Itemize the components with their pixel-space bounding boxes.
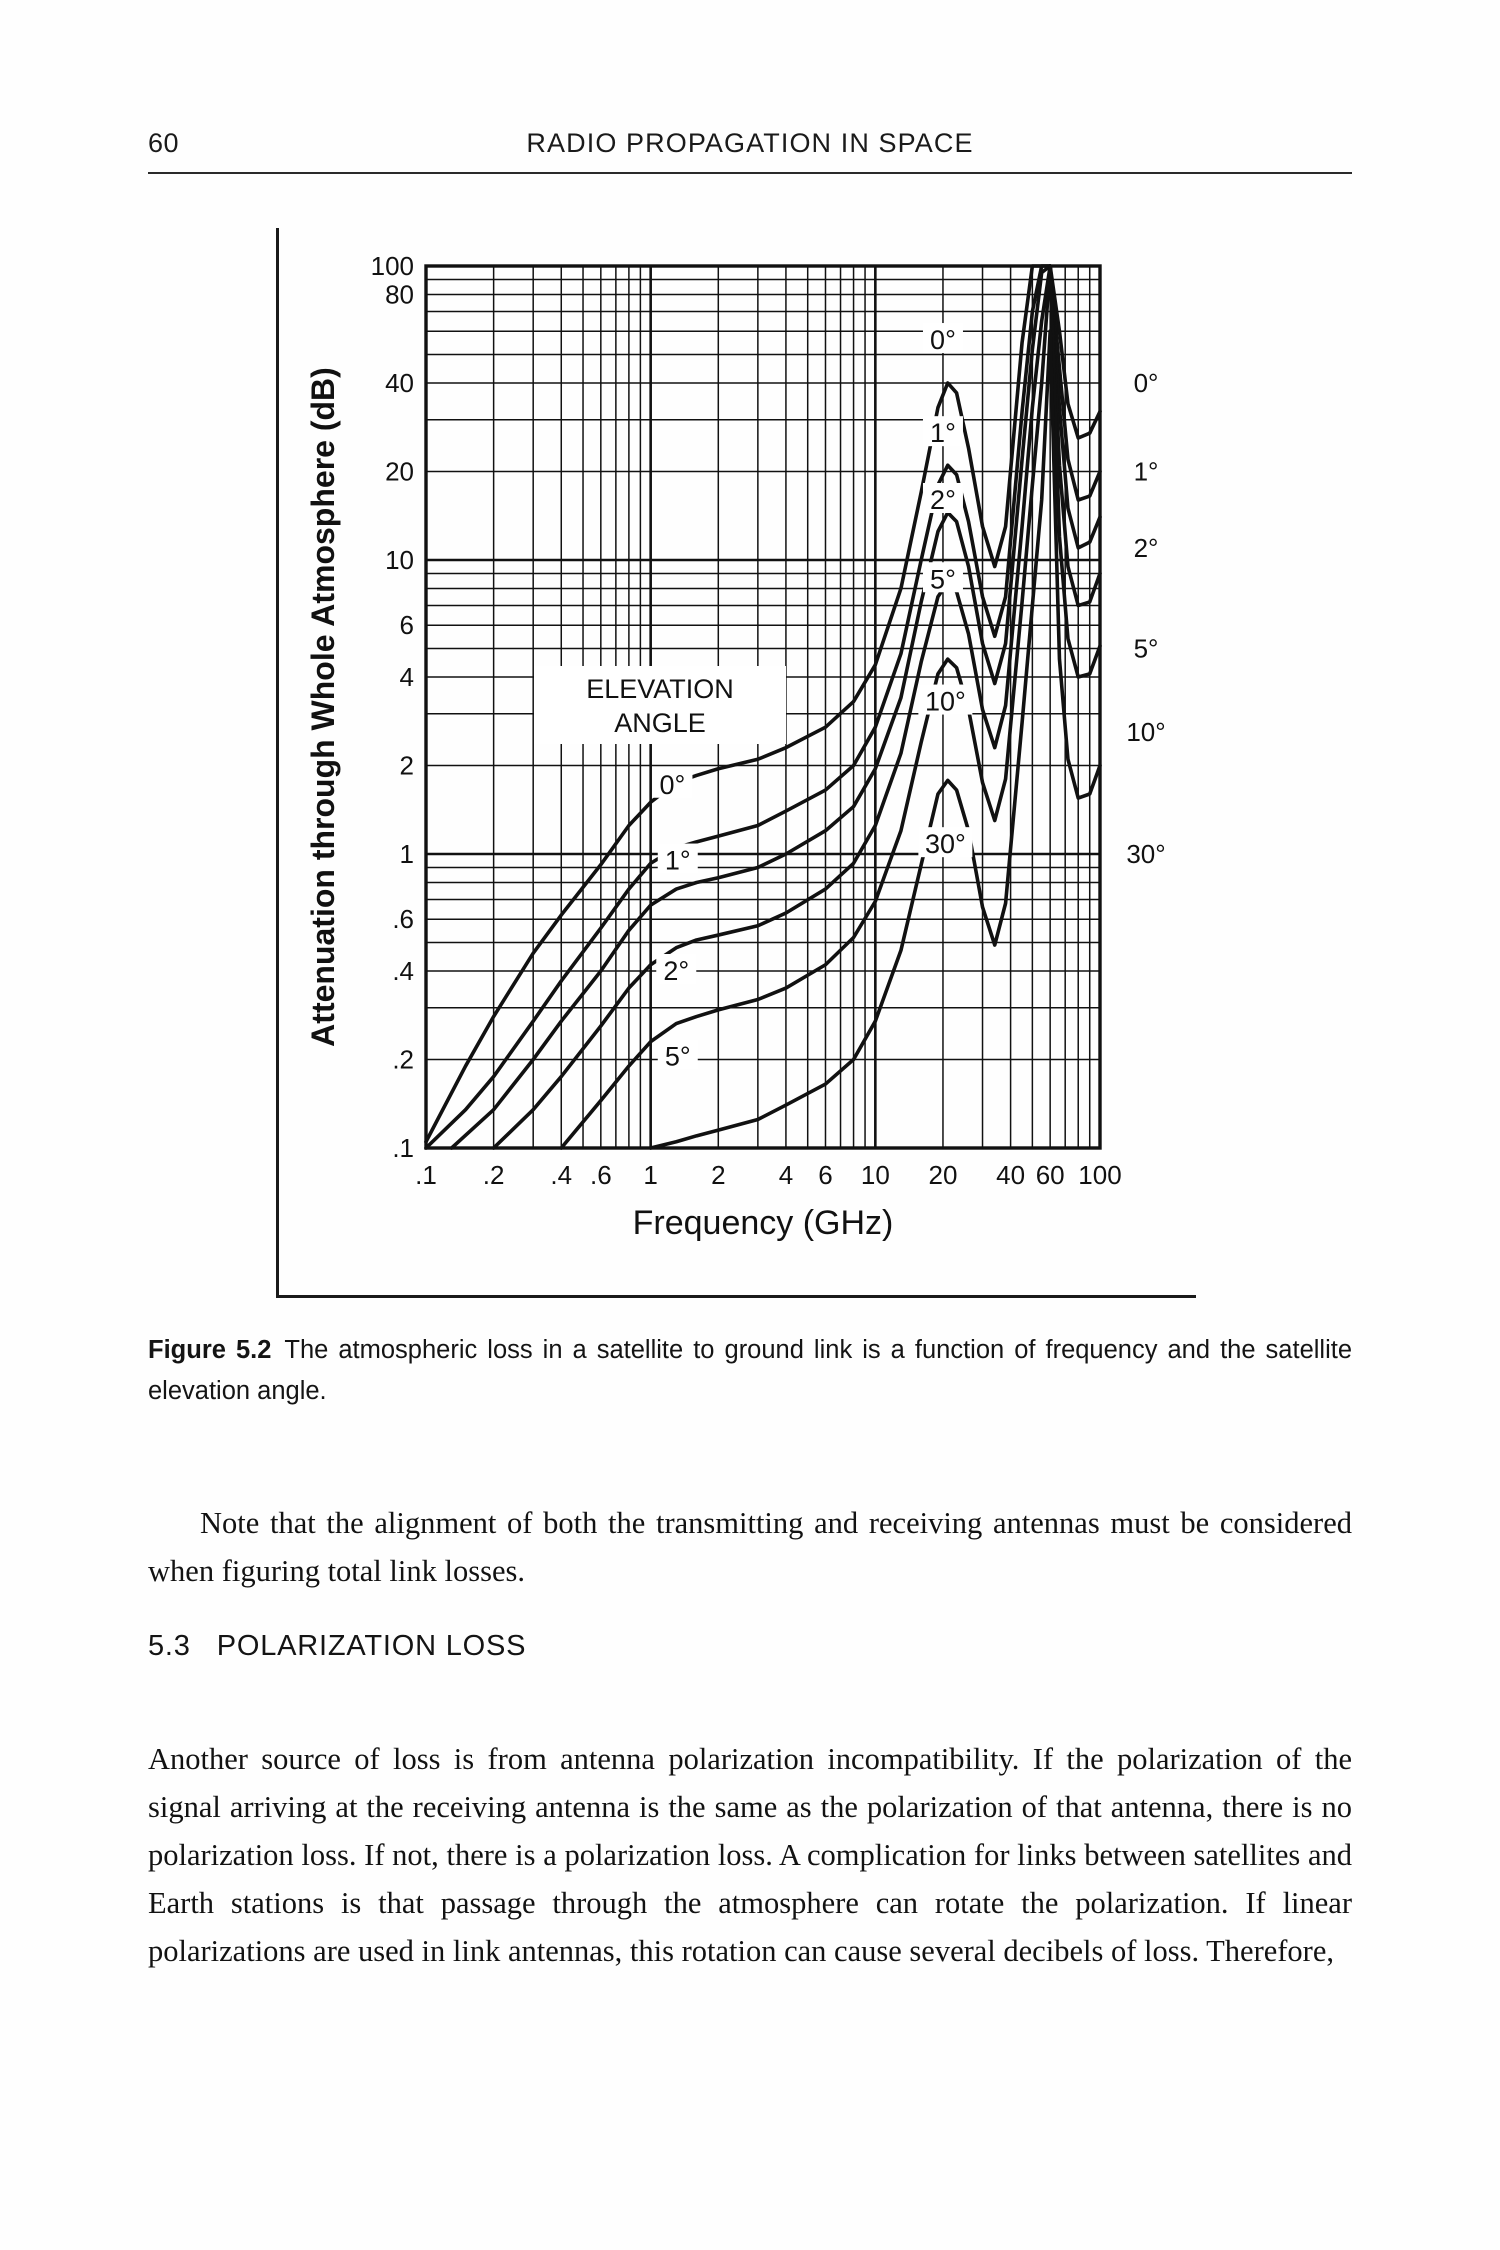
x-tick-label: 60 — [1036, 1160, 1065, 1190]
y-tick-label: 100 — [371, 251, 414, 281]
curve-label-low-5deg-halo — [657, 1039, 698, 1070]
right-axis-label: 2° — [1134, 533, 1159, 563]
curve-label-low-2deg: 2° — [663, 956, 689, 986]
curve-label-peak-1deg: 1° — [930, 418, 956, 448]
curve-label-low-0deg-halo — [652, 767, 693, 798]
curve-label-low-2deg-halo — [656, 953, 697, 984]
x-tick-label: 20 — [929, 1160, 958, 1190]
elevation-angle-label-line2: ANGLE — [614, 708, 706, 738]
plot-frame — [424, 264, 1102, 1150]
x-tick-label: 40 — [996, 1160, 1025, 1190]
y-tick-label: 4 — [400, 662, 414, 692]
paragraph-polarization: Another source of loss is from antenna p… — [148, 1741, 1352, 1968]
section-number: 5.3 — [148, 1630, 191, 1662]
x-tick-label: 100 — [1078, 1160, 1121, 1190]
right-axis-labels: 0° 1° 2° 5° 10° 30° — [1126, 368, 1165, 869]
figure-caption-label: Figure 5.2 — [148, 1336, 272, 1364]
curve-1deg — [424, 264, 1102, 1150]
right-axis-label: 30° — [1126, 839, 1165, 869]
right-axis-label: 10° — [1126, 717, 1165, 747]
curve-label-peak-0deg-halo — [922, 323, 963, 354]
curve-label-peak-5deg: 5° — [930, 564, 956, 594]
y-tick-label: 40 — [385, 368, 414, 398]
curve-10deg — [559, 264, 1102, 1150]
x-tick-label: 6 — [818, 1160, 832, 1190]
curve-label-peak-1deg-halo — [922, 416, 963, 447]
curve-label-peak-10deg: 10° — [925, 687, 966, 717]
attenuation-vs-frequency-plot: .1.2.4.6 1 2 4 6 10 20 40 60 100.1.2.4.6124610204… — [305, 251, 1166, 1242]
section-title: POLARIZATION LOSS — [216, 1630, 527, 1662]
curve-label-peak-0deg: 0° — [930, 325, 956, 355]
y-tick-label: 10 — [385, 545, 414, 575]
page-number: 60 — [148, 128, 180, 158]
curve-2deg — [449, 264, 1102, 1150]
right-axis-label: 1° — [1134, 456, 1159, 486]
data-curves — [424, 264, 1102, 1150]
curve-label-low-1deg-halo — [657, 843, 698, 874]
curve-label-low-0deg: 0° — [660, 770, 686, 800]
elevation-angle-box — [534, 666, 786, 744]
right-axis-label: 0° — [1134, 368, 1159, 398]
curve-label-peak-30deg: 30° — [925, 829, 966, 859]
curve-label-low-1deg: 1° — [665, 846, 691, 876]
curve-label-peak-10deg-halo — [918, 684, 973, 715]
y-tick-label: 1 — [400, 839, 414, 869]
header-divider — [148, 172, 1352, 174]
y-tick-label: .6 — [392, 904, 414, 934]
x-tick-label: 4 — [779, 1160, 793, 1190]
x-tick-label: 1 — [643, 1160, 657, 1190]
x-tick-label: .1 — [415, 1160, 437, 1190]
y-tick-label: .4 — [392, 956, 414, 986]
y-tick-label: 80 — [385, 279, 414, 309]
y-tick-label: 20 — [385, 456, 414, 486]
curve-label-peak-5deg-halo — [922, 562, 963, 593]
curve-label-low-5deg: 5° — [665, 1041, 691, 1071]
elevation-angle-label-line1: ELEVATION — [586, 674, 734, 704]
curve-label-peak-2deg: 2° — [930, 485, 956, 515]
x-axis-title: Frequency (GHz) — [633, 1204, 894, 1242]
x-tick-labels: .1 .2 .4 .6 1 2 4 6 10 20 40 60 100 — [415, 1160, 1122, 1190]
paragraph-note: Note that the alignment of both the tran… — [148, 1505, 1352, 1588]
chapter-title: RADIO PROPAGATION IN SPACE — [526, 128, 974, 158]
running-header: 60 RADIO PROPAGATION IN SPACE — [148, 128, 1352, 180]
x-tick-label: 10 — [861, 1160, 890, 1190]
figure-caption: Figure 5.2 The atmospheric loss in a sate… — [148, 1330, 1352, 1412]
figure-caption-text: The atmospheric loss in a satellite to g… — [148, 1336, 1353, 1405]
x-tick-label: 2 — [711, 1160, 725, 1190]
section-heading-5-3: 5.3 POLARIZATION LOSS — [148, 1630, 526, 1663]
x-tick-label: .6 — [590, 1160, 612, 1190]
right-axis-label: 5° — [1134, 634, 1159, 664]
figure-border — [276, 228, 1196, 1298]
y-axis-title: Attenuation through Whole Atmosphere (dB… — [305, 367, 341, 1047]
y-tick-label: 2 — [400, 750, 414, 780]
y-tick-label: .2 — [392, 1044, 414, 1074]
curve-label-peak-30deg-halo — [918, 827, 973, 858]
curve-30deg — [648, 329, 1102, 1150]
curve-label-peak-2deg-halo — [922, 482, 963, 513]
figure-5-2-chart: .1.2.4.6 1 2 4 6 10 20 40 60 100.1.2.4.6 1 2 4 6 10 20 4… — [276, 228, 1200, 1303]
x-tick-label: .2 — [483, 1160, 505, 1190]
y-tick-label: 6 — [400, 610, 414, 640]
x-tick-label: .4 — [550, 1160, 572, 1190]
y-tick-label: .1 — [392, 1133, 414, 1163]
